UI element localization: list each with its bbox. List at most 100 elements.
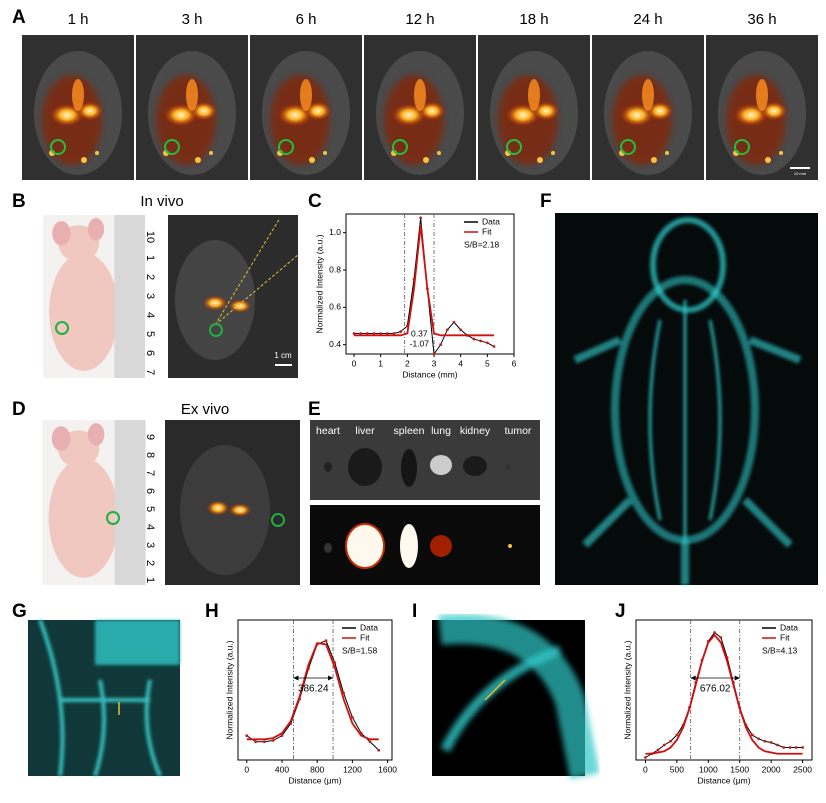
organ-label: liver — [355, 425, 375, 437]
data-point — [385, 332, 389, 335]
annotation: S/B=2.18 — [464, 239, 499, 249]
panel-label: C — [308, 191, 322, 212]
x-axis-label: Distance (μm) — [288, 775, 341, 785]
organ-label: kidney — [460, 425, 491, 437]
legend-label: Fit — [360, 632, 370, 642]
data-point — [445, 328, 449, 332]
organ — [430, 535, 452, 557]
image-signal — [206, 500, 230, 516]
ruler-label: 2 — [144, 560, 156, 566]
data-point — [452, 320, 456, 324]
time-label: 24 h — [633, 11, 662, 28]
image — [592, 35, 704, 180]
panel-label: F — [540, 191, 552, 212]
x-axis-label: Distance (μm) — [697, 775, 750, 785]
ruler-label: 7 — [144, 369, 156, 375]
organ-photo — [310, 420, 540, 500]
width-label: 0.37 — [411, 328, 428, 338]
width-label: 676.02 — [700, 684, 731, 695]
data-point — [769, 741, 773, 744]
arrow-head — [690, 675, 740, 681]
time-label: 3 h — [182, 11, 203, 28]
y-axis-label: Normalized Intensity (a.u.) — [224, 640, 234, 739]
data-point — [365, 332, 369, 335]
image — [706, 35, 818, 180]
roi-circle — [106, 511, 120, 525]
data-point — [485, 341, 489, 345]
data-point — [656, 748, 660, 752]
plot-frame — [635, 619, 813, 761]
panel-label: B — [12, 191, 26, 212]
organ-label: spleen — [394, 425, 425, 437]
data-point — [801, 746, 804, 749]
panel-label: A — [12, 7, 26, 28]
data-point — [492, 345, 496, 348]
data-point — [757, 737, 760, 741]
image-signal — [228, 299, 252, 313]
ruler-label: 3 — [144, 542, 156, 548]
organ — [430, 455, 452, 475]
y-tick-label: 0.8 — [329, 264, 341, 274]
series-line — [354, 225, 494, 337]
x-tick-label: 1200 — [343, 764, 362, 774]
x-tick-label: 1000 — [699, 764, 718, 774]
ruler-label: 4 — [144, 312, 156, 318]
scale-bar-label: 10 mm — [794, 171, 807, 176]
image-signal — [202, 295, 228, 311]
series-line — [645, 633, 803, 755]
x-tick-label: 2500 — [793, 764, 812, 774]
profile-line — [484, 679, 506, 701]
image-signal — [228, 503, 252, 517]
x-tick-label: 0 — [352, 358, 357, 368]
ruler-labels: 9 8 7 6 5 4 3 2 1 — [144, 434, 156, 583]
x-tick-label: 1600 — [378, 764, 397, 774]
x-tick-label: 1 — [378, 358, 383, 368]
y-axis-label: Normalized Intensity (a.u.) — [622, 640, 632, 739]
data-point — [763, 739, 767, 743]
data-point — [794, 746, 798, 749]
panel-label: I — [412, 601, 417, 622]
organ — [324, 462, 332, 472]
image — [22, 35, 134, 180]
image — [364, 35, 476, 180]
x-tick-label: 800 — [310, 764, 324, 774]
panel-label: H — [205, 601, 219, 622]
data-point — [479, 339, 483, 343]
ruler-label: 3 — [144, 293, 156, 299]
legend-label: Data — [360, 622, 378, 632]
organ-label: heart — [316, 425, 340, 437]
data-point — [750, 733, 754, 737]
annotation: S/B=4.13 — [762, 645, 797, 655]
series-line — [246, 640, 380, 751]
time-label: 18 h — [519, 11, 548, 28]
panel-title: Ex vivo — [181, 401, 229, 418]
series-line — [246, 642, 379, 741]
legend-label: Data — [482, 216, 500, 226]
organ-image — [310, 505, 540, 585]
data-point — [254, 740, 257, 744]
data-point — [788, 746, 792, 749]
organ — [324, 543, 332, 553]
panel-title: In vivo — [140, 193, 183, 210]
ruler-label: 6 — [144, 488, 156, 494]
x-tick-label: 3 — [432, 358, 437, 368]
organ — [505, 464, 511, 470]
image — [478, 35, 590, 180]
x-tick-label: 500 — [670, 764, 684, 774]
data-point — [782, 746, 786, 749]
ruler-label: 1 — [144, 577, 156, 583]
organ-label: lung — [431, 425, 451, 437]
organ — [508, 544, 512, 548]
data-point — [713, 631, 716, 634]
photo — [43, 215, 145, 378]
photo — [42, 420, 146, 585]
organ — [348, 448, 382, 486]
width-label: 386.24 — [298, 684, 329, 695]
data-point — [419, 216, 423, 220]
organ — [463, 456, 487, 476]
organ — [400, 524, 418, 568]
data-point — [377, 748, 381, 752]
data-point — [675, 733, 679, 737]
x-tick-label: 400 — [275, 764, 289, 774]
